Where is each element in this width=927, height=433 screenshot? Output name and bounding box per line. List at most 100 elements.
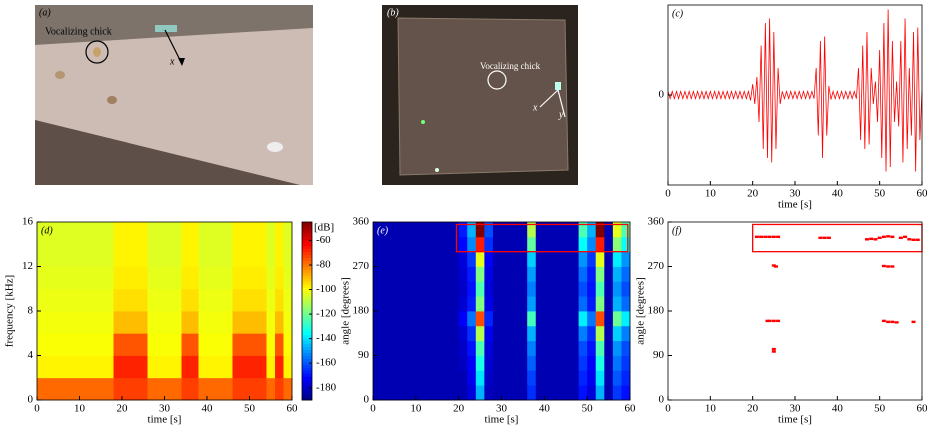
heatmap-cell <box>570 356 579 371</box>
colorbar-tick-label: -180 <box>316 381 337 393</box>
heatmap-cell <box>467 252 476 267</box>
heatmap-cell <box>442 267 451 282</box>
heatmap-cell <box>373 385 382 400</box>
heatmap-cell <box>407 281 416 296</box>
heatmap-cell <box>373 296 382 311</box>
heatmap-cell <box>484 311 493 326</box>
colorbar-strip <box>302 356 312 359</box>
heatmap-cell <box>241 333 250 356</box>
heatmap-cell <box>241 311 250 334</box>
colorbar-strip <box>302 358 312 361</box>
panel-label: (f) <box>672 225 682 236</box>
x-tick-label: 0 <box>34 403 40 415</box>
heatmap-cell <box>199 289 208 312</box>
panel-label: (b) <box>387 7 399 18</box>
point <box>899 237 903 239</box>
heatmap-cell <box>224 378 233 401</box>
heatmap-cell <box>519 267 528 282</box>
heatmap-cell <box>502 341 511 356</box>
x-axis-label: time [s] <box>778 414 812 426</box>
heatmap-cell <box>80 267 89 290</box>
heatmap-cell <box>63 333 72 356</box>
heatmap-cell <box>442 296 451 311</box>
heatmap-cell <box>284 356 293 379</box>
heatmap-cell <box>233 333 242 356</box>
heatmap-cell <box>148 333 157 356</box>
colorbar-strip <box>302 367 312 370</box>
x-axis-label: time [s] <box>148 414 182 426</box>
heatmap-cell <box>570 237 579 252</box>
heatmap-cell <box>527 356 536 371</box>
heatmap-cell <box>46 333 55 356</box>
heatmap-cell <box>442 356 451 371</box>
point <box>768 320 772 322</box>
heatmap-cell <box>267 333 276 356</box>
point <box>890 236 894 238</box>
heatmap-cell <box>519 252 528 267</box>
heatmap-cell <box>37 311 46 334</box>
heatmap-cell <box>63 289 72 312</box>
heatmap-cell <box>190 244 199 267</box>
heatmap-cell <box>390 370 399 385</box>
colorbar-strip <box>302 326 312 329</box>
highlight-box <box>753 224 922 251</box>
colorbar-tick-label: -80 <box>316 258 331 270</box>
heatmap-cell <box>284 333 293 356</box>
heatmap-cell <box>596 237 605 252</box>
heatmap-cell <box>54 311 63 334</box>
heatmap-cell <box>63 267 72 290</box>
colorbar-strip <box>302 353 312 356</box>
heatmap-cell <box>207 378 216 401</box>
heatmap-cell <box>553 356 562 371</box>
colorbar-label: [dB] <box>314 222 334 234</box>
heatmap-cell <box>519 385 528 400</box>
heatmap-cell <box>46 244 55 267</box>
heatmap-cell <box>587 326 596 341</box>
heatmap-cell <box>416 326 425 341</box>
heatmap-cell <box>46 289 55 312</box>
colorbar-strip <box>302 323 312 326</box>
heatmap-cell <box>621 267 630 282</box>
heatmap-cell <box>561 326 570 341</box>
heatmap-cell <box>165 378 174 401</box>
heatmap-cell <box>502 267 511 282</box>
heatmap-cell <box>182 311 191 334</box>
heatmap-cell <box>258 267 267 290</box>
point <box>772 348 776 350</box>
heatmap-cell <box>199 267 208 290</box>
heatmap-cell <box>399 281 408 296</box>
point <box>882 320 886 322</box>
heatmap-cell <box>173 356 182 379</box>
heatmap-cell <box>613 341 622 356</box>
colorbar-strip <box>302 228 312 231</box>
point <box>768 236 772 238</box>
x-tick-label: 40 <box>539 403 551 415</box>
figure: (a) Vocalizing chick x (b) Vocalizing ch… <box>0 0 927 433</box>
heatmap-cell <box>621 296 630 311</box>
heatmap-cell <box>241 267 250 290</box>
heatmap-cell <box>450 341 459 356</box>
heatmap-cell <box>373 311 382 326</box>
heatmap-cell <box>156 267 165 290</box>
heatmap-cell <box>587 341 596 356</box>
heatmap-cell <box>275 244 284 267</box>
heatmap-cell <box>207 244 216 267</box>
heatmap-cell <box>519 341 528 356</box>
heatmap-cell <box>416 237 425 252</box>
heatmap-cell <box>424 370 433 385</box>
heatmap-cell <box>122 311 131 334</box>
heatmap-cell <box>544 326 553 341</box>
heatmap-cell <box>433 222 442 237</box>
heatmap-cell <box>156 311 165 334</box>
heatmap-cell <box>105 267 114 290</box>
heatmap-cell <box>459 356 468 371</box>
y-tick-label: 90 <box>358 349 370 361</box>
heatmap-cell <box>250 289 259 312</box>
heatmap-cell <box>467 267 476 282</box>
heatmap-cell <box>604 296 613 311</box>
heatmap-cell <box>97 244 106 267</box>
heatmap-cell <box>484 296 493 311</box>
heatmap-cell <box>250 333 259 356</box>
heatmap-cell <box>54 267 63 290</box>
heatmap-cell <box>224 356 233 379</box>
